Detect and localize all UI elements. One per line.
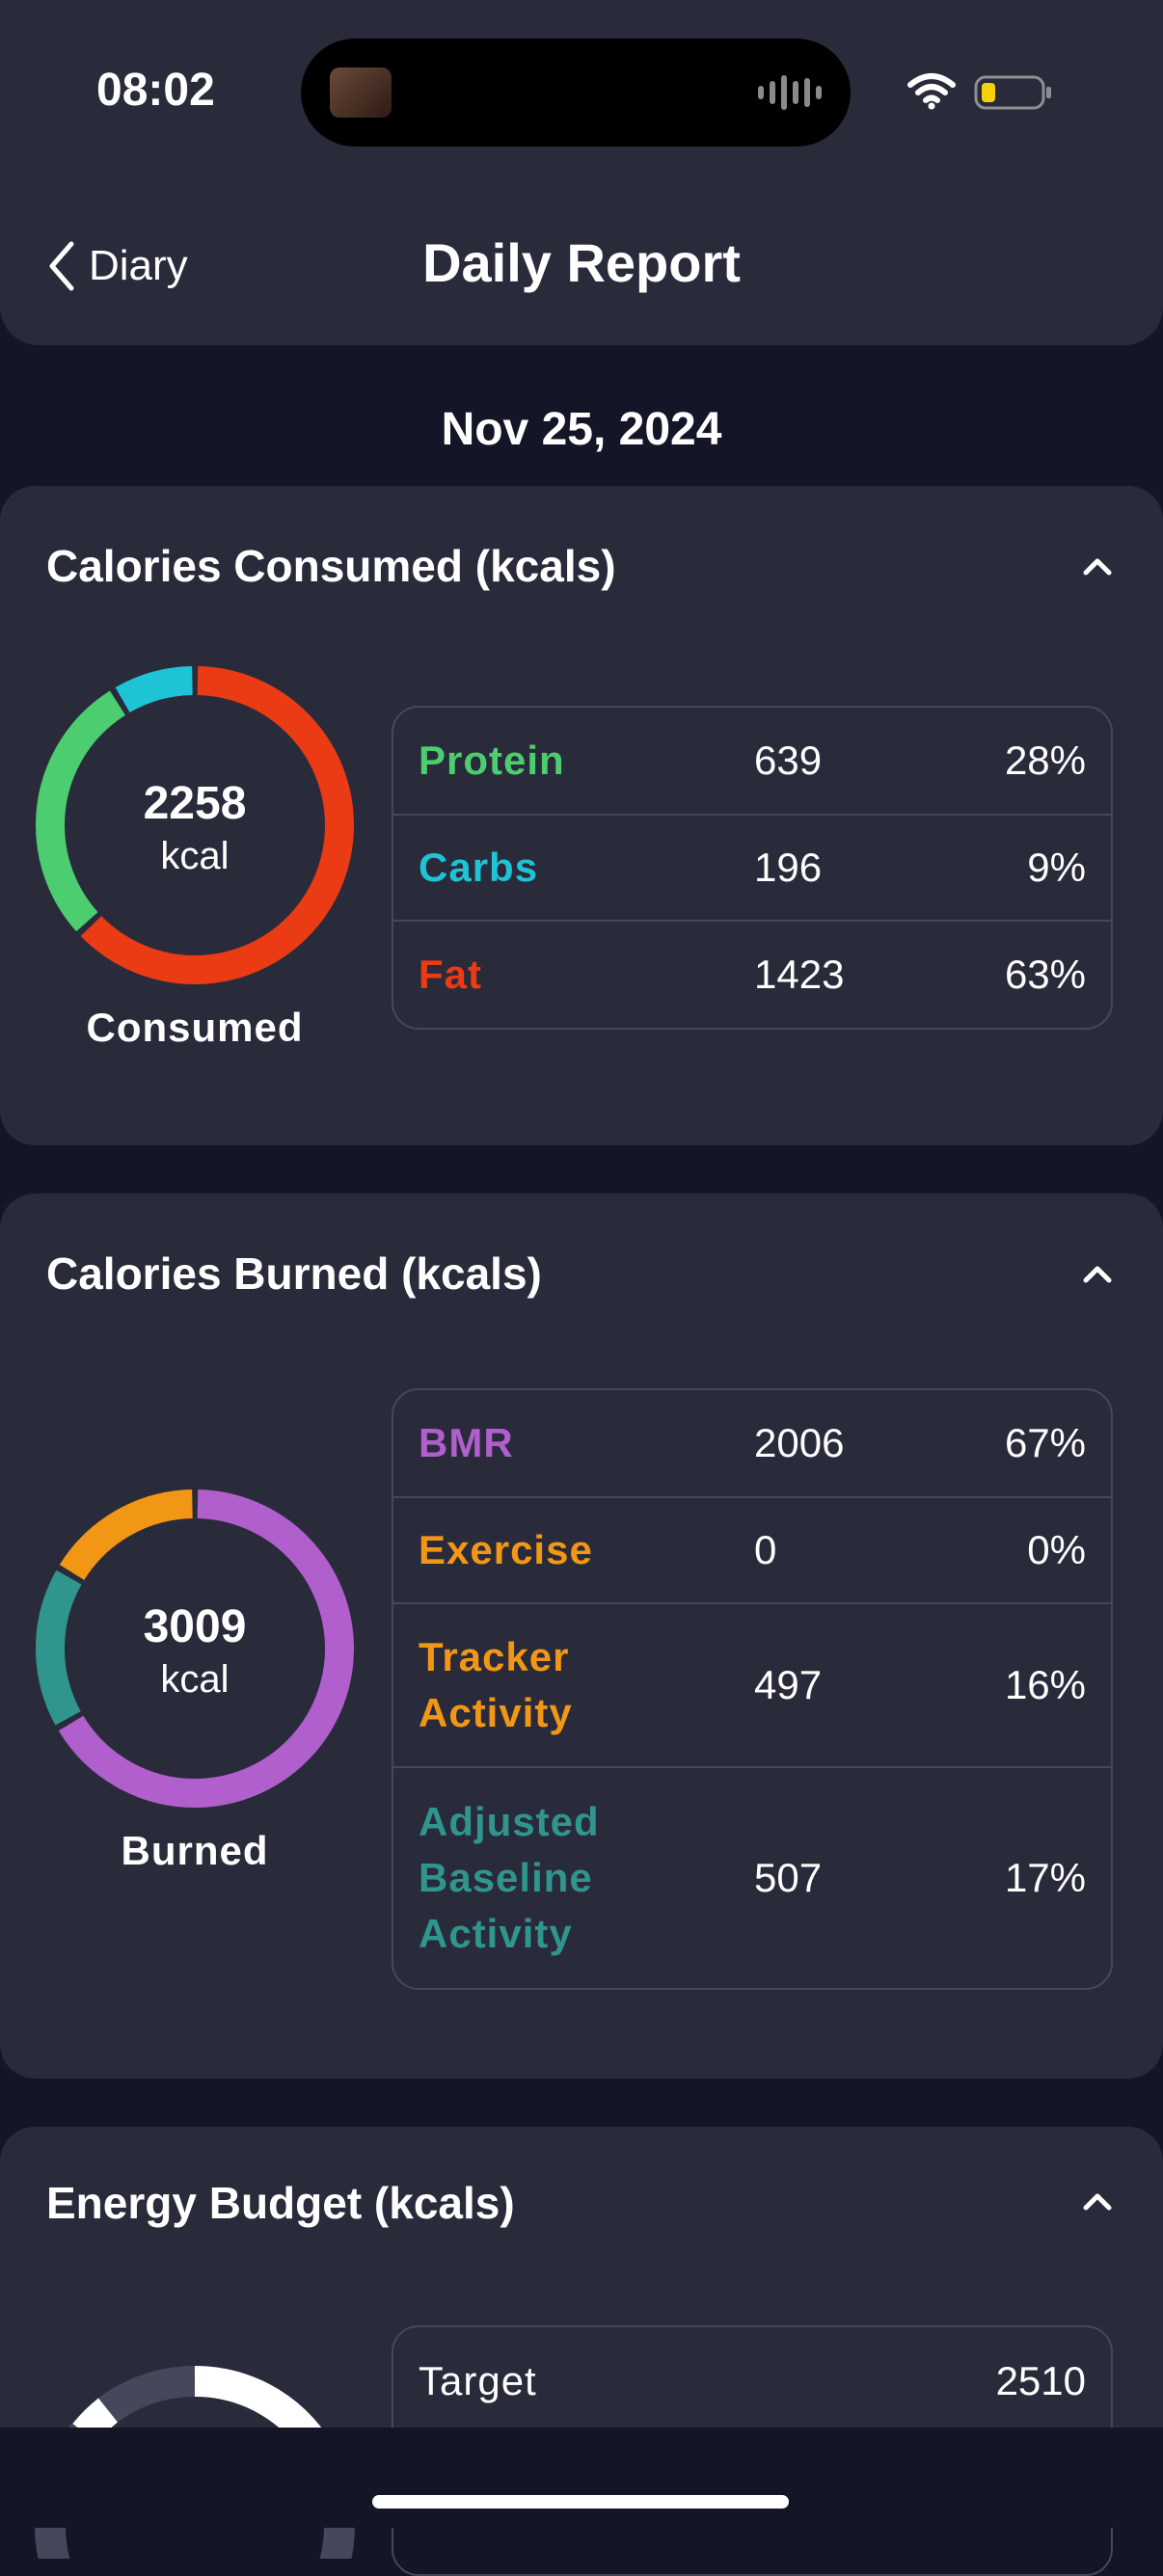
consumed-unit: kcal xyxy=(160,835,230,877)
tracker-activity-label-line: Tracker xyxy=(419,1634,570,1679)
table-row: Target 2510 xyxy=(393,2327,1111,2435)
consumed-donut-segments xyxy=(36,666,354,984)
table-row: Tracker Activity 497 16% xyxy=(393,1604,1111,1768)
card-title: Calories Burned (kcals) xyxy=(46,1248,542,1299)
adjusted-baseline-label-line: Activity xyxy=(419,1911,573,1956)
exercise-value: 0 xyxy=(754,1527,777,1572)
audio-waveform-icon xyxy=(758,71,822,114)
dynamic-island xyxy=(301,39,851,147)
fat-label: Fat xyxy=(419,952,482,997)
adjusted-baseline-label-line: Baseline xyxy=(419,1855,593,1900)
battery-icon xyxy=(974,75,1051,110)
exercise-label: Exercise xyxy=(419,1527,593,1572)
card-title: Calories Consumed (kcals) xyxy=(46,541,616,591)
consumed-caption: Consumed xyxy=(86,1005,304,1050)
bmr-value: 2006 xyxy=(754,1420,845,1465)
burned-donut-chart: 3009 kcal xyxy=(35,1489,355,1809)
burned-total: 3009 xyxy=(143,1601,247,1652)
calories-consumed-card: Calories Consumed (kcals) 2258 kcal Cons… xyxy=(0,486,1163,1145)
home-indicator[interactable] xyxy=(372,2495,789,2509)
page-title: Daily Report xyxy=(422,232,741,293)
chevron-up-icon[interactable] xyxy=(1070,2175,1124,2229)
report-date: Nov 25, 2024 xyxy=(441,404,722,455)
bmr-label: BMR xyxy=(419,1420,514,1465)
back-label: Diary xyxy=(89,242,188,289)
donut-segment-protein xyxy=(36,666,354,984)
burned-unit: kcal xyxy=(160,1658,230,1701)
table-row: Exercise 0 0% xyxy=(393,1498,1111,1604)
donut-segment-bmr xyxy=(36,1489,354,1808)
protein-value: 639 xyxy=(754,738,823,783)
adjusted-baseline-label: Adjusted Baseline Activity xyxy=(419,1794,600,1962)
carbs-label: Carbs xyxy=(419,845,539,890)
table-row: Carbs 196 9% xyxy=(393,816,1111,922)
adjusted-baseline-label-line: Adjusted xyxy=(419,1799,600,1844)
calories-burned-card: Calories Burned (kcals) 3009 kcal Burned… xyxy=(0,1194,1163,2079)
burned-donut-svg xyxy=(36,1489,354,1808)
fat-value: 1423 xyxy=(754,952,845,997)
donut-segment-fat xyxy=(36,666,354,984)
table-row: Fat 1423 63% xyxy=(393,922,1111,1028)
fat-percent: 63% xyxy=(1004,952,1086,997)
tracker-activity-value: 497 xyxy=(754,1662,823,1707)
status-time: 08:02 xyxy=(96,65,215,116)
card-title: Energy Budget (kcals) xyxy=(46,2178,515,2228)
burned-donut-segments xyxy=(36,1489,354,1808)
carbs-percent: 9% xyxy=(1027,845,1086,890)
adjusted-baseline-value: 507 xyxy=(754,1855,823,1900)
now-playing-artwork xyxy=(330,67,392,118)
table-row: Protein 639 28% xyxy=(393,708,1111,816)
tracker-activity-label-line: Activity xyxy=(419,1690,573,1735)
table-row: Adjusted Baseline Activity 507 17% xyxy=(393,1768,1111,1988)
adjusted-baseline-percent: 17% xyxy=(1004,1855,1086,1900)
target-value: 2510 xyxy=(995,2358,1086,2403)
protein-label: Protein xyxy=(419,738,565,783)
home-indicator-area xyxy=(0,2428,1163,2528)
chevron-left-icon xyxy=(49,241,74,291)
tracker-activity-percent: 16% xyxy=(1004,1662,1086,1707)
consumed-table: Protein 639 28% Carbs 196 9% Fat 1423 63… xyxy=(392,706,1113,1030)
consumed-donut-chart: 2258 kcal xyxy=(35,665,355,985)
target-label: Target xyxy=(419,2358,537,2403)
table-row: BMR 2006 67% xyxy=(393,1390,1111,1498)
consumed-donut-svg xyxy=(36,666,354,984)
exercise-percent: 0% xyxy=(1027,1527,1086,1572)
burned-caption: Burned xyxy=(121,1828,269,1873)
tracker-activity-label: Tracker Activity xyxy=(419,1629,573,1741)
wifi-icon xyxy=(907,73,956,110)
bmr-percent: 67% xyxy=(1004,1420,1086,1465)
back-button[interactable]: Diary xyxy=(46,235,188,297)
donut-segment-adjusted-baseline-activity xyxy=(36,1489,354,1808)
burned-table: BMR 2006 67% Exercise 0 0% Tracker Activ… xyxy=(392,1388,1113,1990)
protein-percent: 28% xyxy=(1004,738,1086,783)
consumed-total: 2258 xyxy=(143,778,247,829)
chevron-up-icon[interactable] xyxy=(1070,540,1124,594)
carbs-value: 196 xyxy=(754,845,823,890)
chevron-up-icon[interactable] xyxy=(1070,1248,1124,1301)
